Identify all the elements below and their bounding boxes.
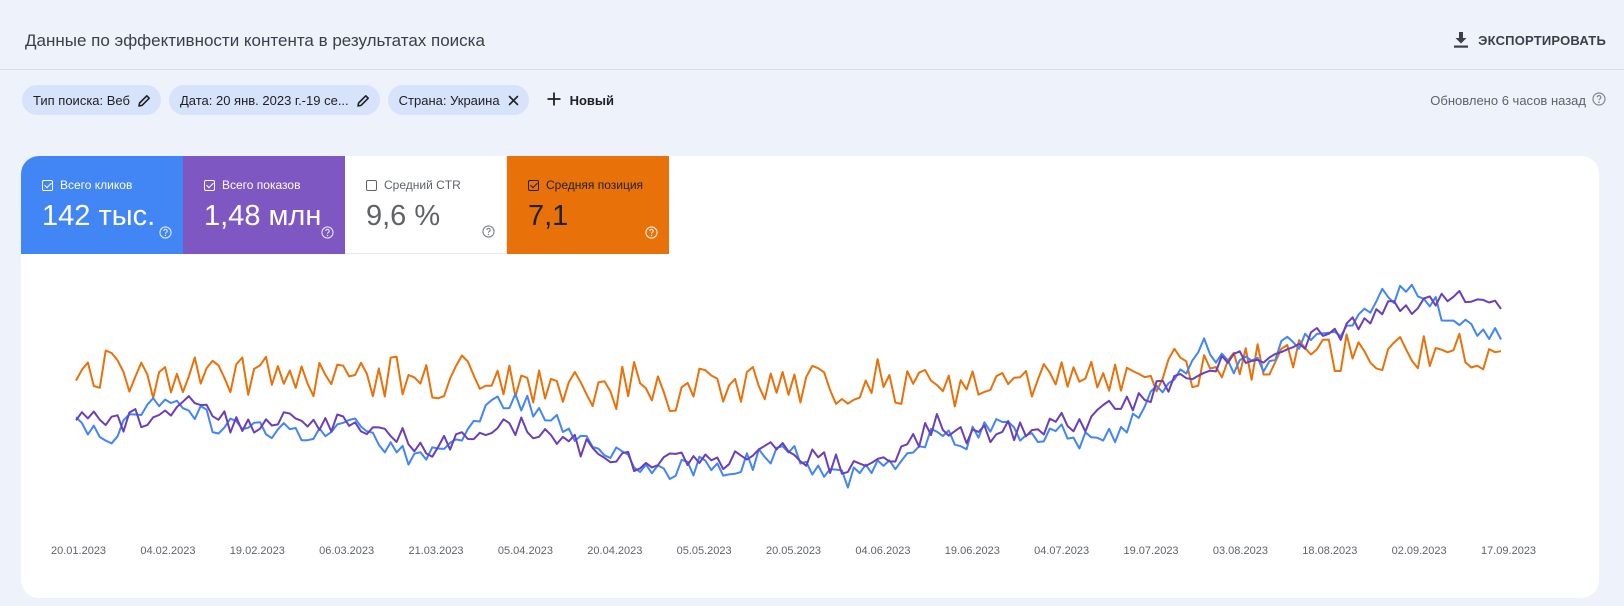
- download-icon: [1454, 32, 1469, 48]
- filter-chip-country[interactable]: Страна: Украина: [387, 85, 529, 115]
- metric-tiles: Всего кликов 142 тыс. Всего показов 1,48…: [21, 156, 669, 254]
- checkbox-unchecked-icon[interactable]: [366, 179, 377, 191]
- x-tick-label: 19.07.2023: [1124, 545, 1179, 557]
- metric-label: Всего кликов: [60, 178, 133, 192]
- filter-chip-label: Страна: Украина: [398, 92, 500, 108]
- filter-chip-label: Тип поиска: Веб: [33, 92, 130, 108]
- help-icon[interactable]: [159, 226, 172, 244]
- export-button[interactable]: ЭКСПОРТИРОВАТЬ: [1454, 28, 1606, 52]
- x-tick-label: 04.07.2023: [1034, 545, 1089, 557]
- metric-header: Всего кликов: [42, 178, 132, 192]
- help-icon[interactable]: [321, 226, 334, 244]
- checkbox-checked-icon[interactable]: [42, 179, 53, 191]
- chart-series-group: [75, 283, 1502, 489]
- metric-label: Средний CTR: [384, 178, 461, 192]
- filter-chip-label: Дата: 20 янв. 2023 г.-19 се...: [179, 92, 349, 108]
- metric-label: Всего показов: [222, 178, 301, 192]
- x-tick-label: 04.02.2023: [140, 545, 195, 557]
- x-tick-label: 20.04.2023: [587, 545, 642, 557]
- metric-label: Средняя позиция: [546, 178, 644, 192]
- metric-average-ctr[interactable]: Средний CTR 9,6 %: [345, 156, 507, 254]
- last-updated: Обновлено 6 часов назад: [1430, 92, 1606, 109]
- edit-icon[interactable]: [138, 94, 151, 107]
- last-updated-label: Обновлено 6 часов назад: [1430, 93, 1586, 108]
- x-tick-label: 20.05.2023: [766, 545, 821, 557]
- x-tick-label: 02.09.2023: [1392, 545, 1447, 557]
- close-icon[interactable]: [508, 95, 519, 106]
- metric-average-position[interactable]: Средняя позиция 7,1: [507, 156, 669, 254]
- x-tick-label: 18.08.2023: [1302, 545, 1357, 557]
- series-line-position: [75, 332, 1502, 412]
- performance-card: Всего кликов 142 тыс. Всего показов 1,48…: [21, 156, 1599, 598]
- metric-total-impressions[interactable]: Всего показов 1,48 млн: [183, 156, 345, 254]
- checkbox-checked-icon[interactable]: [528, 179, 539, 191]
- plus-icon: [547, 92, 561, 109]
- series-line-impressions: [75, 290, 1502, 475]
- x-tick-label: 06.03.2023: [319, 545, 374, 557]
- x-tick-label: 21.03.2023: [409, 545, 464, 557]
- help-icon[interactable]: [645, 226, 658, 244]
- checkbox-checked-icon[interactable]: [204, 179, 215, 191]
- x-tick-label: 05.05.2023: [677, 545, 732, 557]
- metric-value: 1,48 млн: [204, 200, 322, 232]
- metric-header: Всего показов: [204, 178, 300, 192]
- header: Данные по эффективности контента в резул…: [0, 0, 1624, 70]
- x-tick-label: 17.09.2023: [1481, 545, 1536, 557]
- filter-chip-date[interactable]: Дата: 20 янв. 2023 г.-19 се...: [168, 85, 380, 115]
- x-tick-label: 04.06.2023: [855, 545, 910, 557]
- filter-chip-search-type[interactable]: Тип поиска: Веб: [22, 85, 161, 115]
- page-title: Данные по эффективности контента в резул…: [25, 31, 485, 50]
- x-tick-label: 19.02.2023: [230, 545, 285, 557]
- metric-value: 142 тыс.: [42, 200, 156, 232]
- chart-x-axis: 20.01.2023 04.02.2023 19.02.2023 06.03.2023…: [51, 545, 1536, 557]
- metric-value: 7,1: [528, 200, 569, 232]
- edit-icon[interactable]: [356, 94, 370, 107]
- x-tick-label: 19.06.2023: [945, 545, 1000, 557]
- help-icon[interactable]: [1592, 92, 1606, 109]
- metric-value: 9,6 %: [366, 200, 441, 232]
- metric-total-clicks[interactable]: Всего кликов 142 тыс.: [21, 156, 183, 254]
- performance-chart[interactable]: 20.01.2023 04.02.2023 19.02.2023 06.03.2023…: [21, 256, 1599, 596]
- filter-bar: Тип поиска: Веб Дата: 20 янв. 2023 г.-19…: [22, 85, 614, 115]
- help-icon[interactable]: [482, 225, 495, 243]
- x-tick-label: 20.01.2023: [51, 545, 106, 557]
- x-tick-label: 03.08.2023: [1213, 545, 1268, 557]
- add-filter-label: Новый: [569, 92, 615, 108]
- metric-header: Средний CTR: [366, 178, 461, 192]
- metric-header: Средняя позиция: [528, 178, 643, 192]
- export-label: ЭКСПОРТИРОВАТЬ: [1478, 32, 1606, 48]
- add-filter-button[interactable]: Новый: [547, 92, 614, 109]
- series-line-clicks: [75, 283, 1502, 489]
- x-tick-label: 05.04.2023: [498, 545, 553, 557]
